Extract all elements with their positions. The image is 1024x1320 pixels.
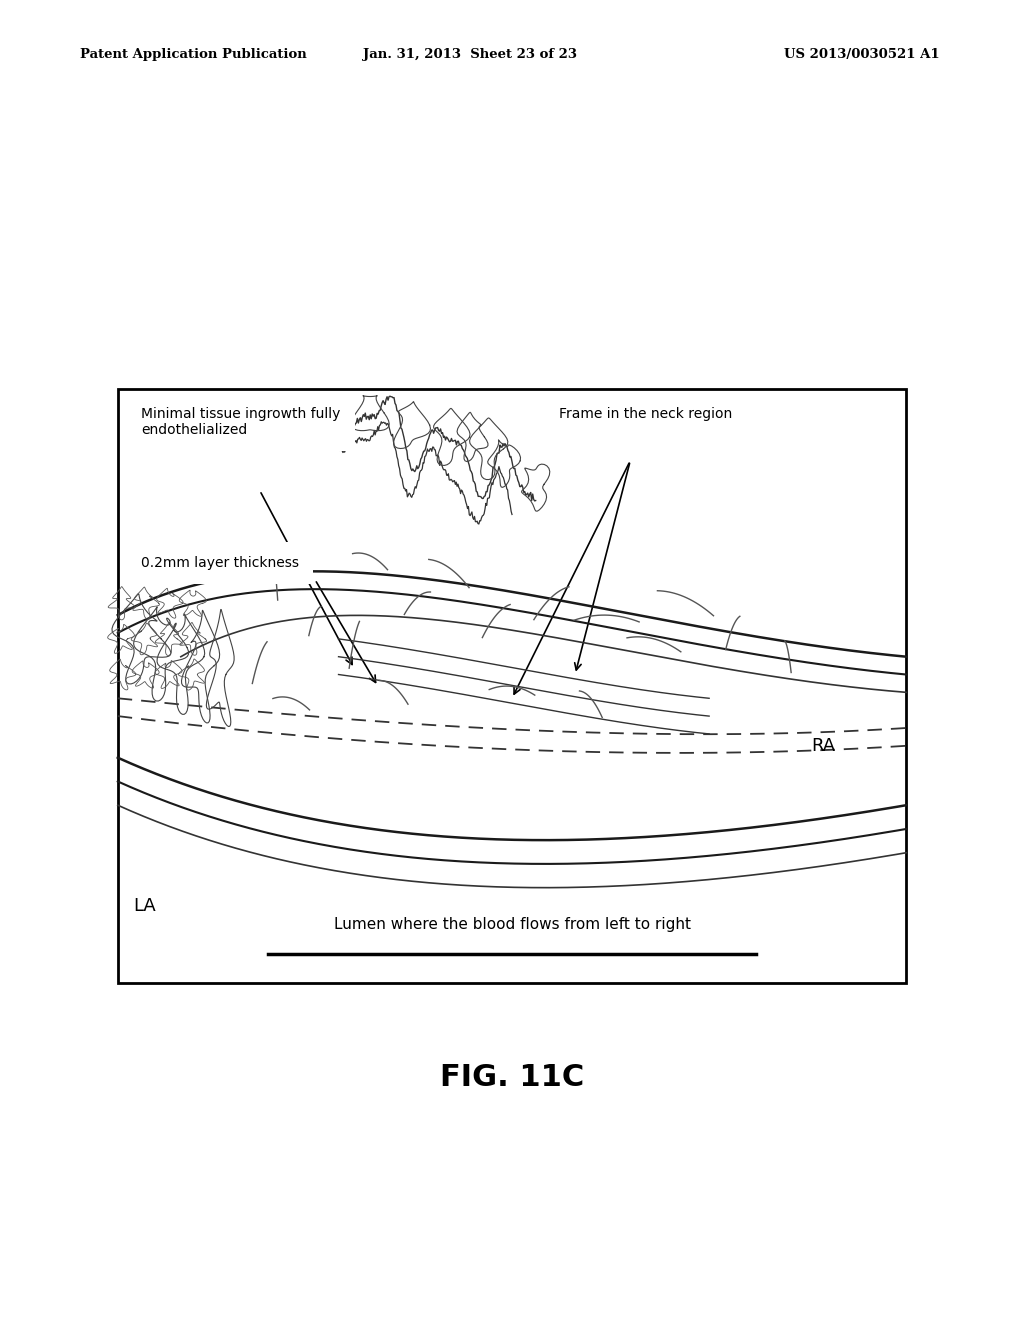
Text: FIG. 11C: FIG. 11C bbox=[440, 1064, 584, 1093]
Text: LA: LA bbox=[133, 898, 157, 915]
Text: Jan. 31, 2013  Sheet 23 of 23: Jan. 31, 2013 Sheet 23 of 23 bbox=[362, 48, 577, 61]
Text: 0.2mm layer thickness: 0.2mm layer thickness bbox=[141, 556, 299, 570]
Bar bbox=[118, 389, 906, 983]
Text: Lumen where the blood flows from left to right: Lumen where the blood flows from left to… bbox=[334, 916, 690, 932]
Text: Minimal tissue ingrowth fully
endothelialized: Minimal tissue ingrowth fully endothelia… bbox=[141, 407, 341, 437]
Text: US 2013/0030521 A1: US 2013/0030521 A1 bbox=[784, 48, 940, 61]
Text: Patent Application Publication: Patent Application Publication bbox=[80, 48, 307, 61]
Text: Frame in the neck region: Frame in the neck region bbox=[559, 407, 732, 421]
Text: RA: RA bbox=[812, 737, 836, 755]
